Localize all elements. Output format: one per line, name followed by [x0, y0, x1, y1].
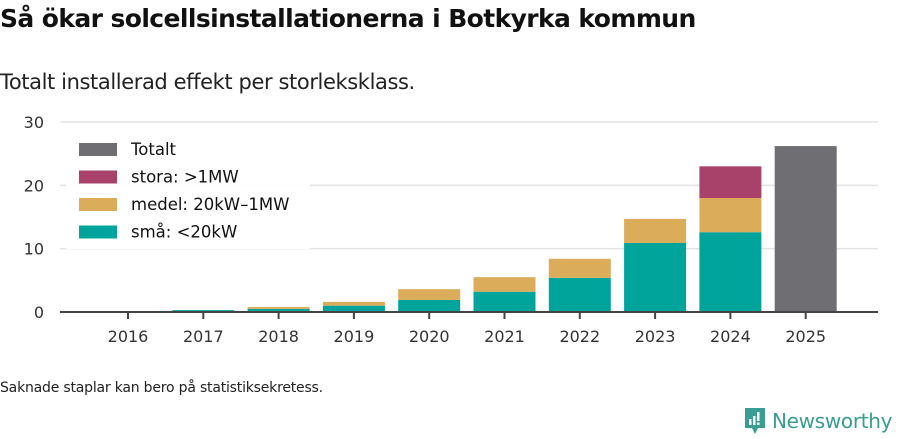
- x-tick-label: 2017: [183, 327, 224, 346]
- bar-segment[interactable]: [624, 218, 687, 243]
- legend-swatch: [79, 170, 117, 184]
- legend-swatch: [79, 225, 117, 239]
- bar-segment[interactable]: [473, 291, 536, 312]
- x-tick-label: 2021: [484, 327, 525, 346]
- y-tick-label: 10: [24, 240, 44, 259]
- newsworthy-logo[interactable]: Newsworthy: [744, 407, 893, 435]
- bar-segment[interactable]: [322, 301, 385, 306]
- legend-label: Totalt: [130, 140, 177, 159]
- x-tick-label: 2023: [635, 327, 676, 346]
- brand-name: Newsworthy: [772, 409, 893, 433]
- newsworthy-logo-icon: [745, 408, 765, 434]
- chart-subtitle: Totalt installerad effekt per storlekskl…: [0, 70, 415, 94]
- bar-segment[interactable]: [398, 289, 461, 300]
- bar-segment[interactable]: [473, 277, 536, 292]
- x-tick-label: 2018: [258, 327, 299, 346]
- x-tick-label: 2024: [710, 327, 751, 346]
- legend-swatch: [79, 198, 117, 211]
- x-tick-label: 2016: [108, 327, 149, 346]
- legend: Totalt stora: >1MW medel: 20kW–1MW små: <20…: [66, 131, 310, 249]
- legend-label: små: <20kW: [131, 223, 237, 242]
- x-tick-label: 2022: [559, 327, 600, 346]
- bar-segment[interactable]: [624, 242, 687, 312]
- bar-segment[interactable]: [699, 232, 762, 312]
- x-axis: 2016 2017 2018 2019 2020 2021 2022 2023 2024 2025: [60, 311, 878, 346]
- bars: [172, 146, 837, 312]
- bar-segment[interactable]: [247, 306, 310, 309]
- legend-label: medel: 20kW–1MW: [131, 195, 289, 214]
- legend-swatch: [79, 143, 117, 156]
- bar-segment[interactable]: [548, 277, 611, 312]
- y-tick-label: 0: [34, 303, 44, 322]
- y-tick-label: 30: [24, 113, 44, 132]
- footnote: Saknade staplar kan bero på statistiksek…: [0, 380, 323, 396]
- y-tick-label: 20: [24, 176, 44, 195]
- y-axis-ticks: 0 10 20 30: [24, 113, 44, 322]
- bar-segment[interactable]: [247, 308, 310, 312]
- bar-segment[interactable]: [398, 299, 461, 312]
- bar-segment[interactable]: [548, 258, 611, 278]
- legend-label: stora: >1MW: [131, 168, 239, 187]
- bar-segment[interactable]: [699, 166, 762, 198]
- x-tick-label: 2020: [409, 327, 450, 346]
- bar-segment[interactable]: [774, 146, 837, 312]
- x-tick-label: 2025: [785, 327, 826, 346]
- bar-segment[interactable]: [699, 198, 762, 233]
- bar-chart: 0 10 20 30 Totalt stora: >1MW medel: 20kW–1MW…: [24, 113, 878, 346]
- chart-title: Så ökar solcellsinstallationerna i Botky…: [0, 4, 696, 33]
- bar-segment[interactable]: [322, 305, 385, 312]
- x-tick-label: 2019: [334, 327, 375, 346]
